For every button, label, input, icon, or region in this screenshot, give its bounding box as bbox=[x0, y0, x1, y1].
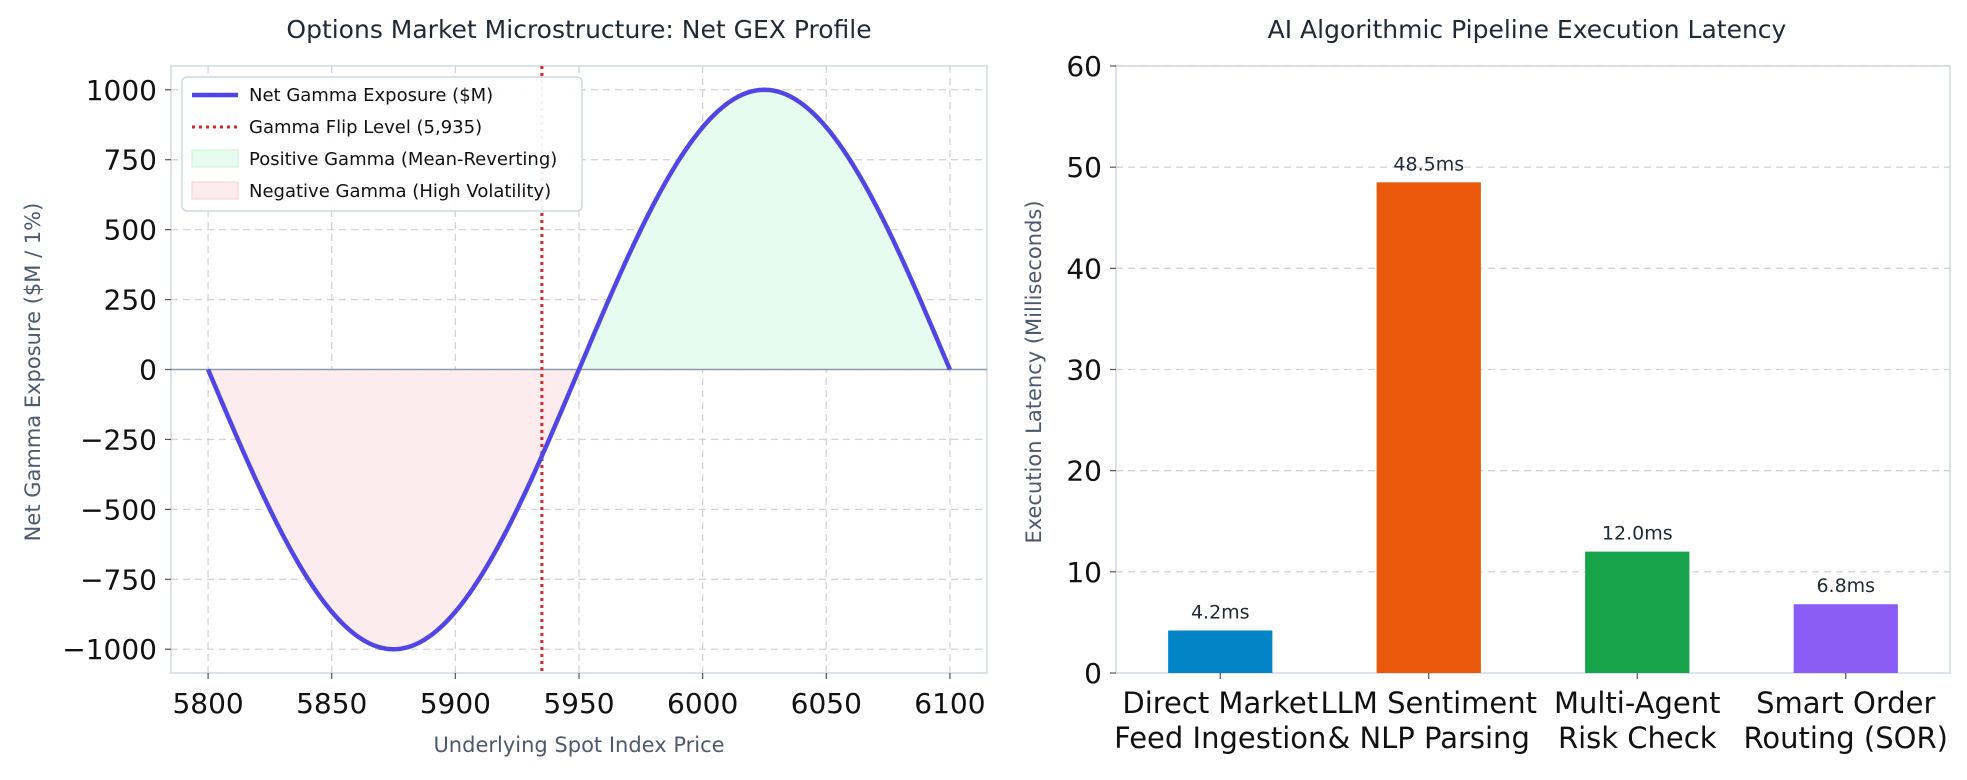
gex-y-tick-label: −750 bbox=[80, 563, 157, 596]
gex-x-tick-label: 6000 bbox=[667, 687, 738, 720]
gex-x-tick-label: 5900 bbox=[420, 687, 491, 720]
legend-negative-gamma-label: Negative Gamma (High Volatility) bbox=[249, 181, 551, 202]
latency-bar-value-label: 12.0ms bbox=[1602, 523, 1673, 545]
legend-positive-gamma-swatch bbox=[191, 149, 239, 168]
gex-y-tick-label: −500 bbox=[80, 493, 157, 526]
latency-y-tick-label: 40 bbox=[1066, 252, 1102, 285]
gex-x-axis-label: Underlying Spot Index Price bbox=[433, 733, 724, 757]
gex-y-tick-label: 750 bbox=[104, 144, 157, 177]
gex-chart-title: Options Market Microstructure: Net GEX P… bbox=[286, 15, 871, 44]
gex-y-axis-label: Net Gamma Exposure ($M / 1%) bbox=[21, 203, 45, 542]
latency-category-label: Direct Market bbox=[1122, 686, 1318, 720]
gex-legend-box bbox=[181, 76, 583, 212]
gex-y-tick-label: 500 bbox=[104, 214, 157, 247]
legend-positive-gamma-label: Positive Gamma (Mean-Reverting) bbox=[249, 149, 557, 170]
latency-category-label: LLM Sentiment bbox=[1321, 686, 1537, 720]
latency-bar-value-label: 48.5ms bbox=[1393, 153, 1464, 175]
latency-bar bbox=[1376, 182, 1481, 673]
gex-x-tick-label: 6050 bbox=[791, 687, 862, 720]
latency-y-tick-label: 20 bbox=[1066, 455, 1102, 488]
gex-y-tick-label: −250 bbox=[80, 423, 157, 456]
latency-chart: AI Algorithmic Pipeline Execution Latenc… bbox=[1022, 15, 1951, 755]
latency-y-tick-label: 50 bbox=[1066, 151, 1102, 184]
gex-y-tick-label: 0 bbox=[139, 354, 157, 387]
gex-y-tick-label: −1000 bbox=[62, 633, 157, 666]
gex-chart: Options Market Microstructure: Net GEX P… bbox=[21, 15, 988, 757]
latency-y-tick-label: 0 bbox=[1084, 657, 1102, 690]
latency-category-label: & NLP Parsing bbox=[1328, 721, 1530, 755]
latency-category-label: Feed Ingestion bbox=[1114, 721, 1326, 755]
legend-gamma-flip-label: Gamma Flip Level (5,935) bbox=[249, 117, 482, 138]
gex-legend: Net Gamma Exposure ($M) Gamma Flip Level … bbox=[181, 76, 583, 212]
latency-y-tick-label: 10 bbox=[1066, 556, 1102, 589]
gex-ticks: 5800 5850 5900 5950 6000 6050 6100 1000 750 500 25… bbox=[62, 74, 985, 720]
latency-category-label: Routing (SOR) bbox=[1744, 721, 1948, 755]
latency-bar bbox=[1585, 551, 1690, 673]
gex-lines bbox=[171, 66, 987, 673]
latency-bar bbox=[1793, 604, 1898, 673]
legend-net-gamma-label: Net Gamma Exposure ($M) bbox=[249, 85, 493, 106]
gex-y-tick-label: 1000 bbox=[86, 74, 157, 107]
positive-gamma-area bbox=[208, 89, 950, 370]
legend-negative-gamma-swatch bbox=[191, 181, 239, 200]
gex-x-tick-label: 6100 bbox=[914, 687, 985, 720]
latency-chart-title: AI Algorithmic Pipeline Execution Latenc… bbox=[1268, 15, 1787, 44]
net-gamma-line bbox=[206, 87, 952, 652]
negative-gamma-area bbox=[208, 369, 950, 650]
gex-y-tick-label: 250 bbox=[104, 284, 157, 317]
latency-category-label: Smart Order bbox=[1756, 686, 1935, 720]
latency-bars: 4.2ms 48.5ms 12.0ms 6.8ms bbox=[1168, 153, 1898, 673]
latency-bar bbox=[1168, 630, 1273, 673]
latency-category-label: Risk Check bbox=[1558, 721, 1717, 755]
gex-x-tick-label: 5800 bbox=[172, 687, 243, 720]
latency-y-axis-label: Execution Latency (Milliseconds) bbox=[1022, 200, 1046, 543]
latency-grid bbox=[1116, 65, 1950, 573]
latency-bar-value-label: 6.8ms bbox=[1816, 575, 1875, 597]
gex-x-tick-label: 5850 bbox=[296, 687, 367, 720]
latency-bar-value-label: 4.2ms bbox=[1191, 602, 1250, 624]
gex-x-tick-label: 5950 bbox=[543, 687, 614, 720]
latency-y-tick-label: 30 bbox=[1066, 354, 1102, 387]
latency-category-label: Multi-Agent bbox=[1554, 686, 1721, 720]
latency-y-tick-label: 60 bbox=[1066, 50, 1102, 83]
gex-gamma-fills bbox=[208, 89, 950, 650]
